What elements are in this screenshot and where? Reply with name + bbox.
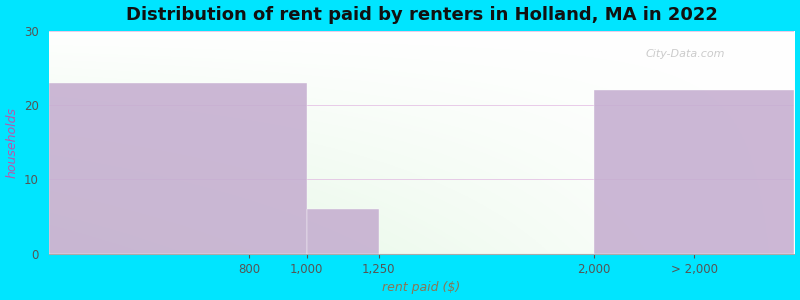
X-axis label: rent paid ($): rent paid ($) [382,281,461,294]
Y-axis label: households: households [6,107,18,178]
Bar [594,90,794,254]
Bar [49,83,307,254]
Bar [307,209,378,254]
Title: Distribution of rent paid by renters in Holland, MA in 2022: Distribution of rent paid by renters in … [126,6,718,24]
Text: City-Data.com: City-Data.com [646,49,725,58]
